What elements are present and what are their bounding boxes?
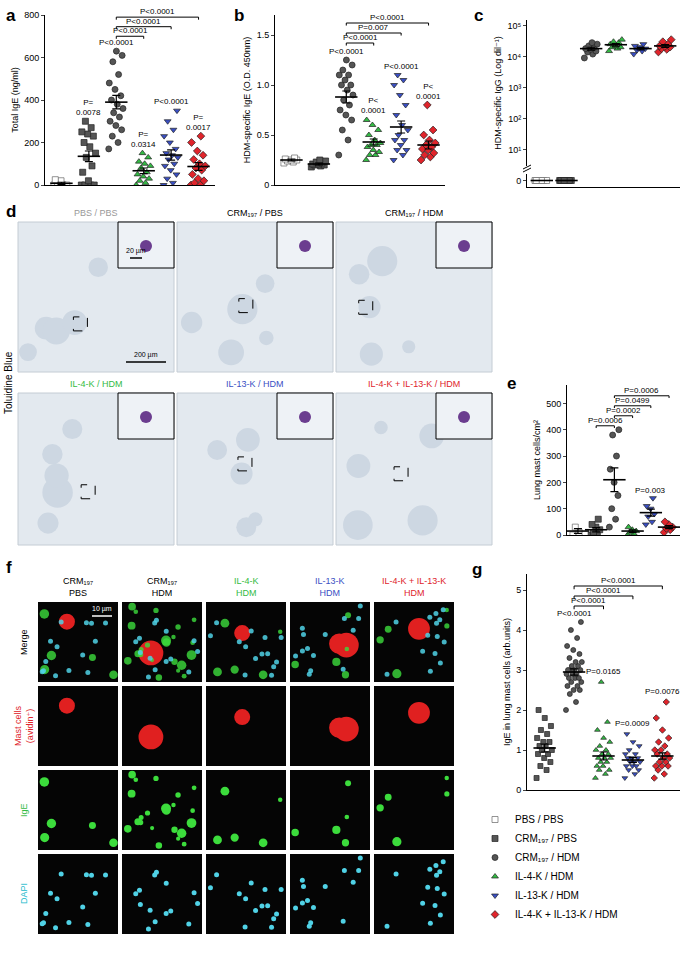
svg-text:200: 200 <box>546 478 561 488</box>
svg-text:P=0.0009: P=0.0009 <box>615 719 650 728</box>
svg-text:Total IgE (ng/ml): Total IgE (ng/ml) <box>10 67 20 133</box>
svg-text:g: g <box>472 560 482 579</box>
svg-text:d: d <box>6 202 16 221</box>
svg-text:3: 3 <box>516 665 521 675</box>
svg-text:a: a <box>6 6 16 25</box>
svg-text:10³: 10³ <box>508 83 521 93</box>
svg-text:PBS / PBS: PBS / PBS <box>515 814 564 825</box>
svg-text:800: 800 <box>24 10 39 20</box>
svg-text:300: 300 <box>546 451 561 461</box>
svg-text:1: 1 <box>516 745 521 755</box>
svg-text:1.0: 1.0 <box>257 80 270 90</box>
svg-text:0.5: 0.5 <box>257 130 270 140</box>
svg-text:IL-4-K / HDM: IL-4-K / HDM <box>70 379 123 389</box>
svg-text:10 µm: 10 µm <box>92 605 112 613</box>
svg-text:2: 2 <box>516 705 521 715</box>
svg-text:P<0.0001: P<0.0001 <box>586 586 621 595</box>
svg-text:CRM₁₉₇ / HDM: CRM₁₉₇ / HDM <box>385 208 443 218</box>
svg-text:200: 200 <box>24 138 39 148</box>
svg-text:DAPI: DAPI <box>19 883 29 904</box>
svg-text:Lung mast cells/cm²: Lung mast cells/cm² <box>532 420 542 500</box>
svg-text:0: 0 <box>264 180 269 190</box>
svg-text:P<0.0001: P<0.0001 <box>154 97 189 106</box>
svg-text:P<0.0001: P<0.0001 <box>571 596 606 605</box>
svg-text:b: b <box>234 6 244 25</box>
svg-text:P=0.0078: P=0.0078 <box>76 98 101 117</box>
svg-text:10²: 10² <box>508 114 521 124</box>
svg-text:CRM₁₉₇PBS: CRM₁₉₇PBS <box>63 576 93 598</box>
svg-text:P=0.0006: P=0.0006 <box>624 386 659 395</box>
svg-text:c: c <box>474 6 483 25</box>
svg-text:P<0.0001: P<0.0001 <box>557 609 592 618</box>
svg-text:IL-4-K + IL-13-KHDM: IL-4-K + IL-13-KHDM <box>382 576 446 598</box>
svg-text:0: 0 <box>34 180 39 190</box>
svg-text:P=0.0017: P=0.0017 <box>186 113 211 132</box>
svg-text:1.5: 1.5 <box>257 30 270 40</box>
svg-text:f: f <box>6 558 12 577</box>
svg-text:P<0.0001: P<0.0001 <box>416 82 441 101</box>
svg-text:CRM₁₉₇ / PBS: CRM₁₉₇ / PBS <box>515 833 577 844</box>
svg-text:PBS / PBS: PBS / PBS <box>74 208 118 218</box>
svg-text:0: 0 <box>516 785 521 795</box>
svg-text:P=0.0006: P=0.0006 <box>588 416 623 425</box>
svg-text:IgE in lung mast cells (arb.un: IgE in lung mast cells (arb.units) <box>502 618 512 746</box>
svg-text:IL-13-K / HDM: IL-13-K / HDM <box>515 890 579 901</box>
svg-text:10¹: 10¹ <box>508 145 521 155</box>
svg-text:5: 5 <box>516 585 521 595</box>
svg-text:IL-4-K / HDM: IL-4-K / HDM <box>515 871 573 882</box>
svg-text:4: 4 <box>516 625 521 635</box>
svg-text:e: e <box>507 374 516 393</box>
svg-text:IgE: IgE <box>19 803 29 817</box>
svg-text:500: 500 <box>546 399 561 409</box>
svg-text:600: 600 <box>24 53 39 63</box>
svg-text:100: 100 <box>546 504 561 514</box>
svg-text:Toluidine Blue: Toluidine Blue <box>3 351 14 414</box>
svg-text:P<0.0001: P<0.0001 <box>601 576 636 585</box>
svg-text:Merge: Merge <box>19 629 29 655</box>
svg-text:P<0.0001: P<0.0001 <box>126 17 161 26</box>
svg-text:0: 0 <box>556 530 561 540</box>
svg-text:P<0.0001: P<0.0001 <box>99 38 134 47</box>
svg-text:HDM-specific IgE (O.D. 450nm): HDM-specific IgE (O.D. 450nm) <box>242 37 252 164</box>
svg-text:HDM-specific IgG (Log dil⁻¹): HDM-specific IgG (Log dil⁻¹) <box>493 36 503 149</box>
svg-text:0: 0 <box>516 176 521 186</box>
svg-text:IL-4-K + IL-13-K / HDM: IL-4-K + IL-13-K / HDM <box>368 379 460 389</box>
svg-text:P=0.0314: P=0.0314 <box>131 130 156 149</box>
svg-text:P<0.0001: P<0.0001 <box>113 26 148 35</box>
svg-text:IL-4-K + IL-13-K / HDM: IL-4-K + IL-13-K / HDM <box>515 909 618 920</box>
svg-text:IL-13-KHDM: IL-13-KHDM <box>315 576 345 598</box>
svg-text:P<0.0001: P<0.0001 <box>140 7 175 16</box>
svg-text:P=0.0002: P=0.0002 <box>606 406 641 415</box>
svg-text:P=0.003: P=0.003 <box>635 486 666 495</box>
svg-text:P<0.0001: P<0.0001 <box>370 13 405 22</box>
svg-text:P=0.0499: P=0.0499 <box>615 396 650 405</box>
svg-text:Mast cells(avidin⁺): Mast cells(avidin⁺) <box>13 705 35 746</box>
svg-text:P<0.0001: P<0.0001 <box>343 33 378 42</box>
svg-text:P=0.007: P=0.007 <box>358 23 389 32</box>
svg-text:200 µm: 200 µm <box>134 351 158 359</box>
svg-text:10⁵: 10⁵ <box>507 21 521 31</box>
svg-text:CRM₁₉₇HDM: CRM₁₉₇HDM <box>147 576 177 598</box>
svg-text:P=0.0076: P=0.0076 <box>645 687 680 696</box>
svg-text:IL-4-KHDM: IL-4-KHDM <box>234 576 259 598</box>
svg-text:10⁴: 10⁴ <box>507 52 521 62</box>
svg-text:P<0.0001: P<0.0001 <box>329 47 364 56</box>
svg-text:CRM₁₉₇ / PBS: CRM₁₉₇ / PBS <box>227 208 283 218</box>
svg-text:P<0.0001: P<0.0001 <box>384 62 419 71</box>
svg-text:P=0.0165: P=0.0165 <box>586 667 621 676</box>
svg-text:CRM₁₉₇ / HDM: CRM₁₉₇ / HDM <box>515 852 580 863</box>
svg-text:400: 400 <box>546 425 561 435</box>
svg-text:20 µm: 20 µm <box>126 247 146 255</box>
svg-text:P<0.0001: P<0.0001 <box>361 96 386 115</box>
svg-text:400: 400 <box>24 95 39 105</box>
svg-text:IL-13-K / HDM: IL-13-K / HDM <box>226 379 284 389</box>
